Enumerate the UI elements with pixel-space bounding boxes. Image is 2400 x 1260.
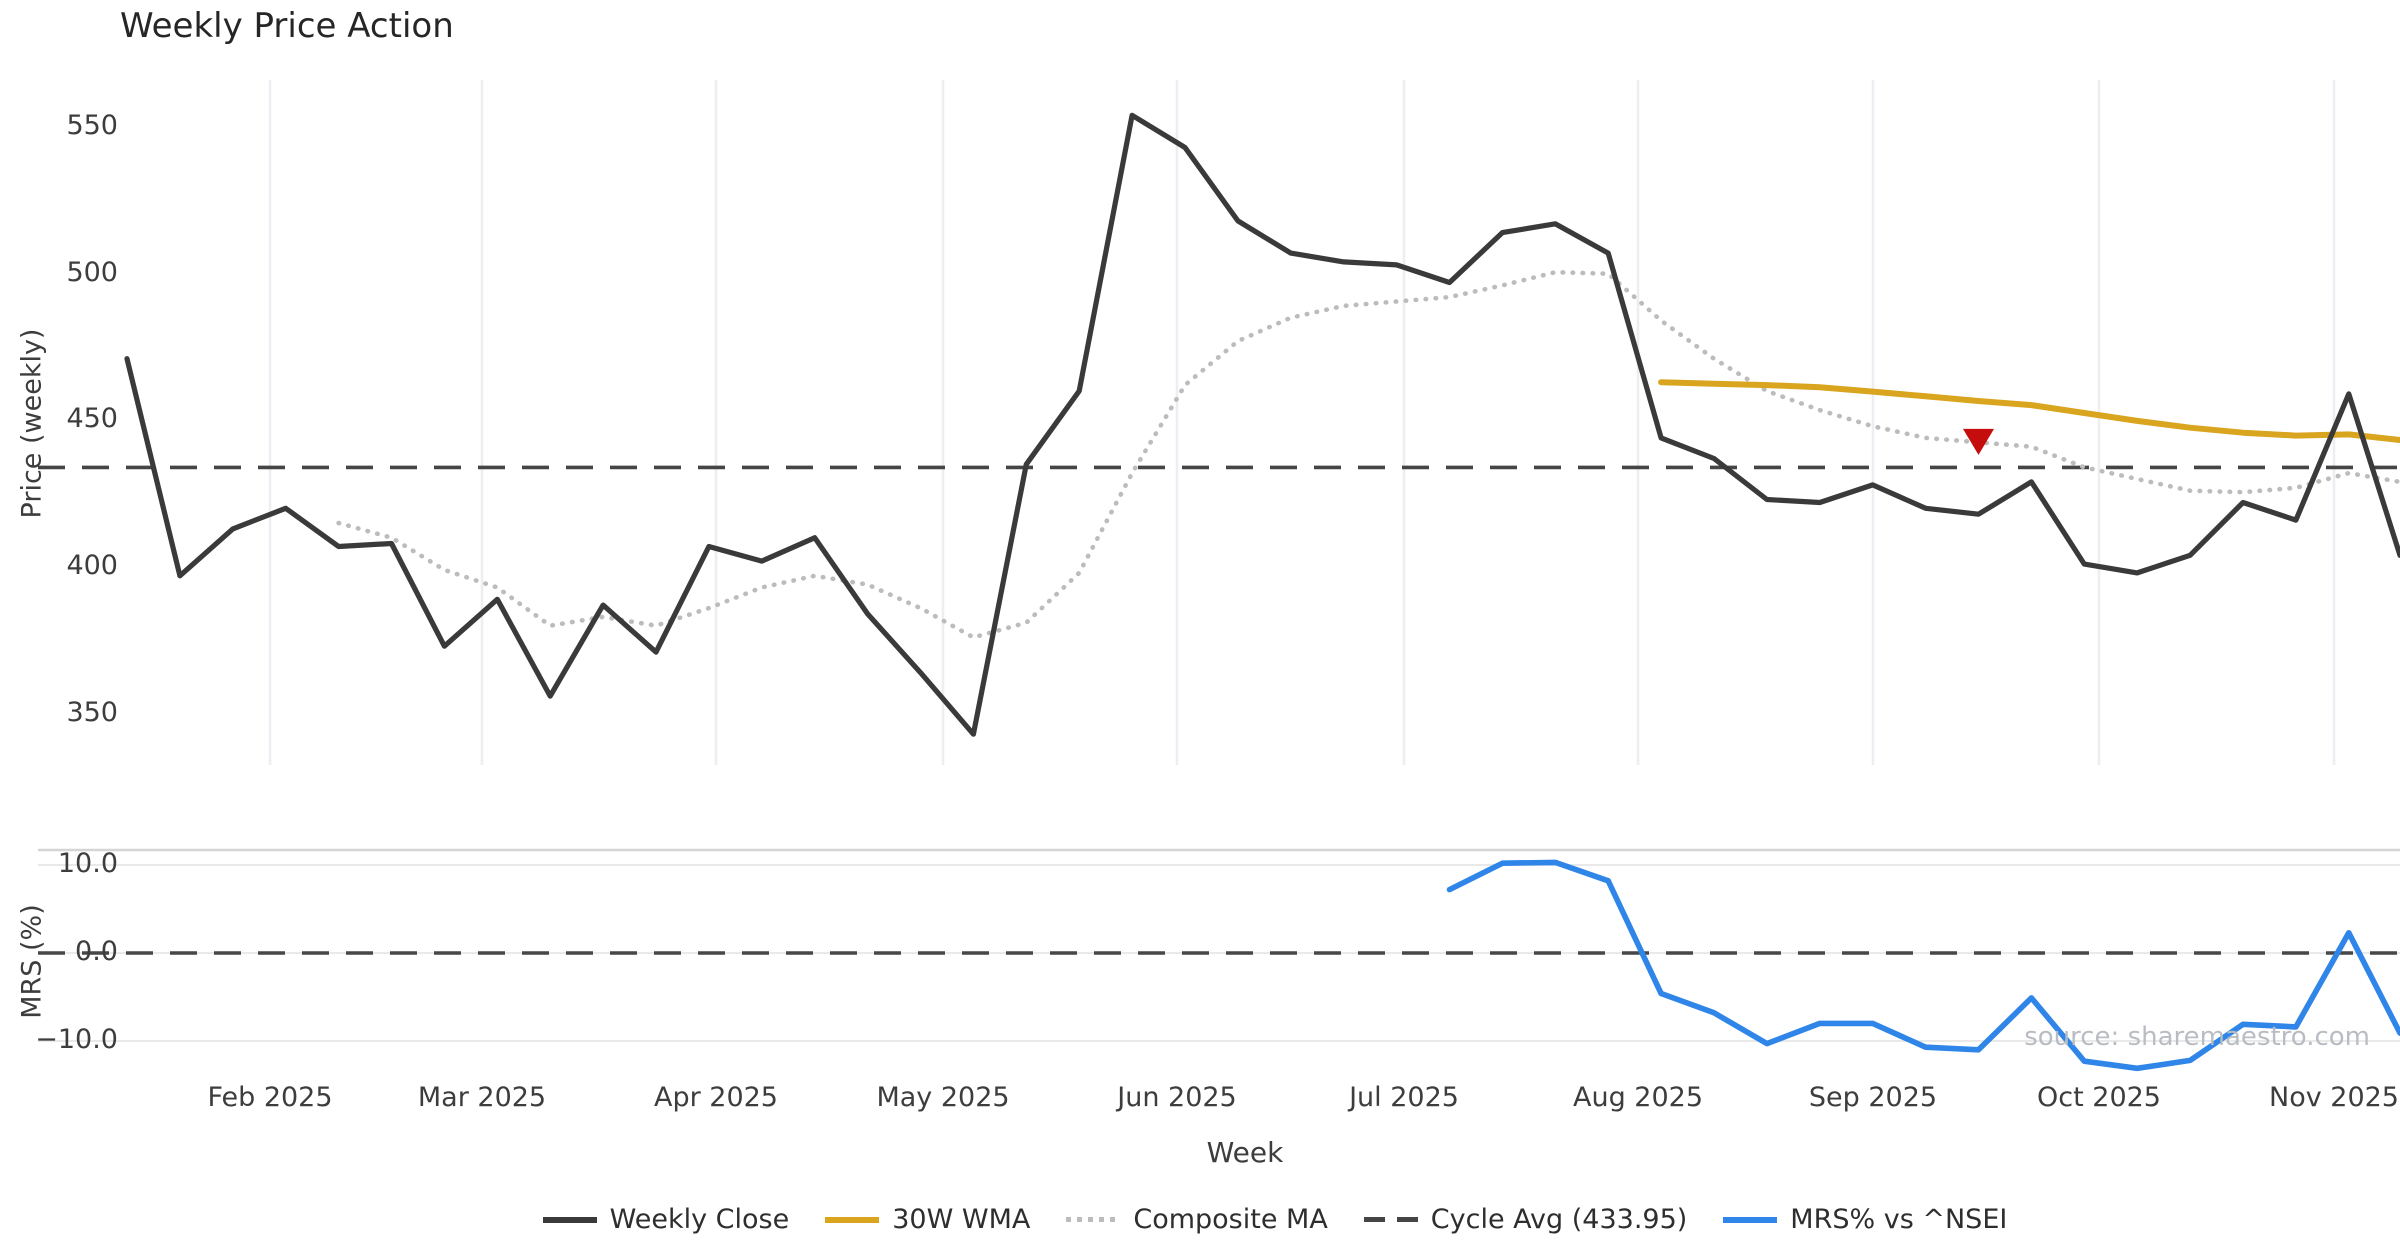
sell-signal-marker xyxy=(1963,428,1994,455)
x-tick: Apr 2025 xyxy=(653,1082,778,1113)
mrs-y-tick: 0.0 xyxy=(75,936,118,967)
legend-swatch-solid xyxy=(542,1216,597,1223)
mrs-y-tick: 10.0 xyxy=(57,848,118,879)
chart-title: Weekly Price Action xyxy=(120,6,454,46)
legend: Weekly Close 30W WMA Composite MA Cycle Avg… xyxy=(75,1204,2400,1235)
legend-swatch-dotted xyxy=(1066,1217,1121,1222)
price-y-tick: 400 xyxy=(66,549,118,581)
legend-item: Composite MA xyxy=(1066,1204,1328,1235)
legend-label: 30W WMA xyxy=(892,1204,1031,1235)
legend-swatch-solid xyxy=(825,1216,880,1223)
legend-item: 30W WMA xyxy=(825,1204,1030,1235)
source-watermark: source: sharemaestro.com xyxy=(2024,1022,2370,1052)
price-y-tick: 550 xyxy=(66,110,118,141)
wma-30w-line xyxy=(1658,379,2400,443)
price-y-tick: 450 xyxy=(66,403,118,435)
legend-label: Composite MA xyxy=(1133,1204,1328,1235)
x-tick: Aug 2025 xyxy=(1572,1082,1704,1113)
x-tick: Mar 2025 xyxy=(417,1082,547,1113)
legend-swatch-dashed xyxy=(1363,1217,1418,1222)
weekly-close-line xyxy=(124,112,2400,737)
legend-item: Weekly Close xyxy=(542,1204,790,1235)
x-tick: Feb 2025 xyxy=(207,1082,333,1113)
x-tick: Oct 2025 xyxy=(2037,1082,2161,1113)
x-axis-label: Week xyxy=(1206,1136,1284,1169)
x-tick: Sep 2025 xyxy=(1808,1082,1938,1113)
x-tick: Jul 2025 xyxy=(1349,1082,1459,1113)
legend-label: Cycle Avg (433.95) xyxy=(1430,1204,1688,1235)
mrs-y-tick: −10.0 xyxy=(35,1024,118,1055)
legend-label: MRS% vs ^NSEI xyxy=(1790,1204,2008,1235)
x-tick: Jun 2025 xyxy=(1117,1082,1237,1113)
x-tick: May 2025 xyxy=(876,1082,1010,1113)
mrs-line xyxy=(1446,859,2400,1072)
price-y-tick: 350 xyxy=(66,696,118,728)
legend-item: MRS% vs ^NSEI xyxy=(1723,1204,2007,1235)
legend-item: Cycle Avg (433.95) xyxy=(1363,1204,1688,1235)
x-tick: Nov 2025 xyxy=(2269,1082,2399,1113)
price-y-tick: 500 xyxy=(66,256,118,288)
legend-label: Weekly Close xyxy=(609,1204,790,1235)
legend-swatch-solid xyxy=(1723,1216,1778,1223)
composite-ma-line xyxy=(336,269,2400,640)
